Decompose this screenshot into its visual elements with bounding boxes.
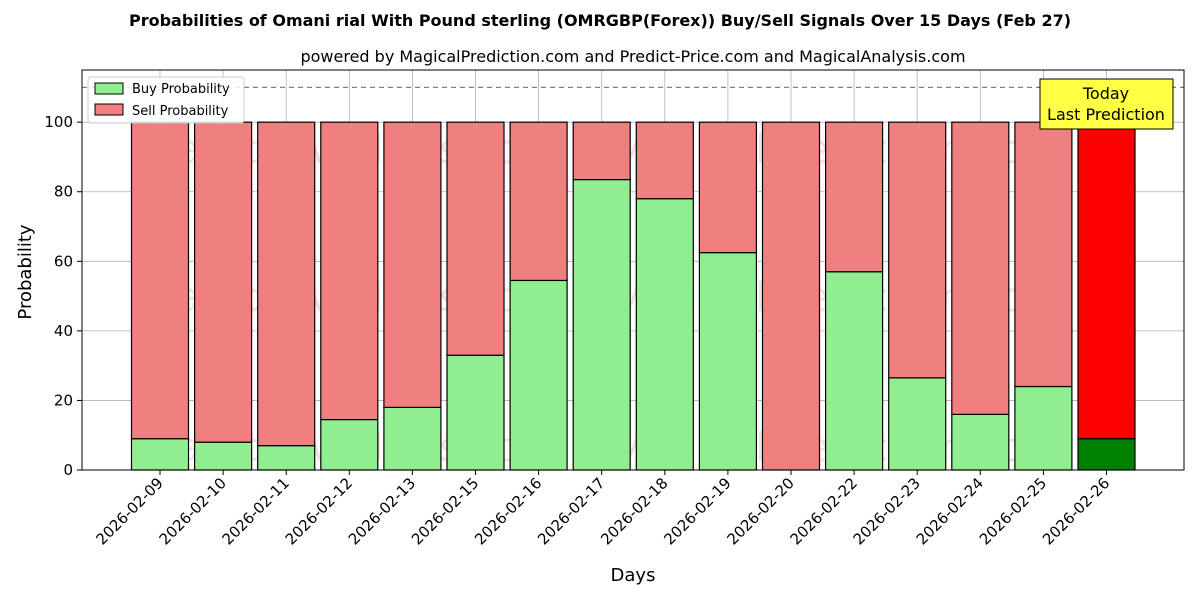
legend-buy-label: Buy Probability (132, 82, 230, 97)
bar-sell-2026-02-09 (130, 121, 190, 440)
bar-buy-2026-02-16 (509, 279, 568, 471)
today-annotation-box (1039, 78, 1174, 130)
x-tick-label: 2026-02-17 (534, 474, 608, 548)
bar-buy-2026-02-24 (951, 413, 1010, 471)
bar-sell-2026-02-17 (572, 121, 631, 181)
bar-sell-2026-02-23 (888, 121, 947, 379)
bar-buy-2026-02-26 (1077, 438, 1136, 471)
bar-sell-2026-02-19 (698, 121, 758, 254)
legend: Buy Probability Sell Probability (87, 76, 245, 124)
x-tick-label: 2026-02-20 (723, 474, 797, 548)
bar-buy-2026-02-19 (698, 252, 758, 471)
y-tick-label: 0 (63, 461, 73, 479)
today-annotation-line1: Today (1082, 84, 1129, 103)
bar-sell-2026-02-25 (1014, 121, 1073, 388)
bar-sell-2026-02-22 (824, 121, 884, 273)
bar-buy-2026-02-09 (130, 438, 190, 471)
legend-frame (87, 76, 245, 124)
x-axis-label: Days (611, 565, 656, 586)
x-tick-label: 2026-02-23 (850, 474, 924, 548)
x-tick-label: 2026-02-16 (471, 474, 545, 548)
x-tick-label: 2026-02-09 (92, 474, 166, 548)
bar-sell-2026-02-12 (320, 121, 379, 421)
x-tick-label: 2026-02-18 (597, 474, 671, 548)
bar-sell-2026-02-13 (383, 121, 442, 408)
y-tick-label: 20 (54, 391, 73, 409)
y-tick-label: 60 (54, 252, 73, 270)
bars-layer (130, 121, 1136, 471)
x-tick-label: 2026-02-24 (913, 474, 987, 548)
bar-sell-2026-02-15 (446, 121, 505, 356)
bar-sell-2026-02-24 (951, 121, 1010, 415)
bar-buy-2026-02-10 (194, 441, 253, 471)
legend-sell-swatch (94, 103, 124, 116)
legend-sell-label: Sell Probability (132, 104, 229, 119)
y-axis-label: Probability (15, 224, 36, 319)
bar-buy-2026-02-15 (446, 354, 505, 471)
bar-buy-2026-02-12 (320, 418, 379, 471)
y-tick-label: 100 (44, 113, 73, 131)
bar-sell-2026-02-18 (635, 121, 694, 200)
bar-buy-2026-02-11 (257, 445, 316, 471)
x-tick-label: 2026-02-11 (219, 474, 293, 548)
bar-buy-2026-02-17 (572, 178, 631, 471)
bar-sell-2026-02-16 (509, 121, 568, 282)
x-tick-label: 2026-02-22 (787, 474, 861, 548)
today-annotation: Today Last Prediction (1039, 78, 1174, 130)
y-tick-label: 40 (54, 322, 73, 340)
bar-sell-2026-02-10 (194, 121, 253, 443)
chart-subtitle: powered by MagicalPrediction.com and Pre… (300, 47, 965, 66)
x-tick-label: 2026-02-12 (282, 474, 356, 548)
plot-frame (81, 69, 1185, 471)
bar-sell-2026-02-26 (1077, 121, 1136, 440)
bar-sell-2026-02-11 (257, 121, 316, 447)
x-tick-label: 2026-02-26 (1039, 474, 1113, 548)
today-annotation-line2: Last Prediction (1047, 105, 1165, 124)
x-tick-label: 2026-02-15 (408, 474, 482, 548)
y-tick-label: 80 (54, 183, 73, 201)
bar-sell-2026-02-20 (761, 121, 821, 471)
bar-buy-2026-02-18 (635, 198, 694, 471)
x-tick-label: 2026-02-13 (345, 474, 419, 548)
x-tick-label: 2026-02-10 (156, 474, 230, 548)
bar-buy-2026-02-25 (1014, 385, 1073, 471)
chart-title: Probabilities of Omani rial With Pound s… (129, 11, 1071, 30)
legend-buy-swatch (94, 82, 124, 95)
x-tick-label: 2026-02-19 (660, 474, 734, 548)
bar-buy-2026-02-13 (383, 406, 442, 471)
x-tick-label: 2026-02-25 (976, 474, 1050, 548)
bar-buy-2026-02-23 (888, 377, 947, 471)
bar-buy-2026-02-22 (824, 271, 884, 471)
